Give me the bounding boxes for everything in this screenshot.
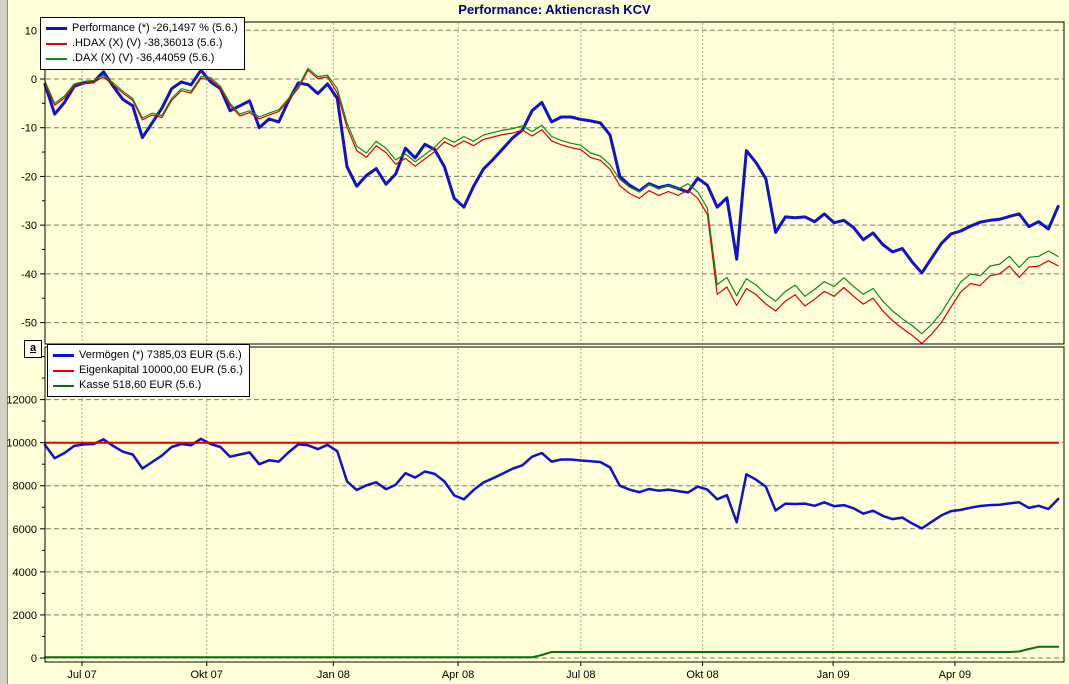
x-tick-label: Apr 08 xyxy=(442,669,474,681)
y-tick-label: 12000 xyxy=(6,395,37,407)
bottom-legend[interactable]: Vermögen (*) 7385,03 EUR (5.6.) Eigenkap… xyxy=(47,344,250,397)
x-tick-label: Jan 09 xyxy=(817,669,850,681)
panel-border xyxy=(44,21,1065,345)
vermoegen-line xyxy=(43,437,1060,530)
y-tick-label: -20 xyxy=(21,171,37,183)
hdax-line-swatch xyxy=(46,42,67,45)
kasse-line xyxy=(44,645,1060,659)
x-tick-label: Jul 08 xyxy=(566,669,595,681)
vermoegen-line-swatch xyxy=(53,354,74,357)
legend-item-hdax: .HDAX (X) (V) -38,36013 (5.6.) xyxy=(46,36,238,51)
legend-label-eigenkapital: Eigenkapital 10000,00 EUR (5.6.) xyxy=(79,364,243,376)
y-tick-label: 8000 xyxy=(13,481,37,493)
x-tick-label: Okt 07 xyxy=(191,669,223,681)
y-tick-label: -40 xyxy=(21,269,37,281)
y-tick-label: 2000 xyxy=(13,610,37,622)
annotation-button[interactable]: a xyxy=(24,340,42,358)
y-tick-label: -30 xyxy=(21,220,37,232)
left-gutter xyxy=(0,0,8,684)
eigenkapital-line-swatch xyxy=(53,369,74,372)
legend-item-kasse: Kasse 518,60 EUR (5.6.) xyxy=(53,378,243,393)
panel-border xyxy=(44,346,1065,663)
legend-item-vermoegen: Vermögen (*) 7385,03 EUR (5.6.) xyxy=(53,348,243,363)
legend-label-performance: Performance (*) -26,1497 % (5.6.) xyxy=(72,22,238,34)
legend-label-kasse: Kasse 518,60 EUR (5.6.) xyxy=(79,379,202,391)
y-tick-label: -50 xyxy=(21,318,37,330)
y-tick-label: 10000 xyxy=(6,438,37,450)
y-tick-label: -10 xyxy=(21,123,37,135)
legend-label-hdax: .HDAX (X) (V) -38,36013 (5.6.) xyxy=(72,37,223,49)
x-tick-label: Jan 08 xyxy=(317,669,350,681)
dax-line xyxy=(44,67,1059,335)
y-tick-label: 0 xyxy=(31,74,37,86)
x-tick-label: Apr 09 xyxy=(939,669,971,681)
top-legend[interactable]: Performance (*) -26,1497 % (5.6.) .HDAX … xyxy=(40,17,245,70)
chart-title: Performance: Aktiencrash KCV xyxy=(458,2,651,17)
y-tick-label: 4000 xyxy=(13,567,37,579)
performance-line xyxy=(43,68,1060,275)
dax-line-swatch xyxy=(46,57,67,60)
legend-item-performance: Performance (*) -26,1497 % (5.6.) xyxy=(46,21,238,36)
y-tick-label: 10 xyxy=(25,25,37,37)
performance-line-swatch xyxy=(46,27,67,30)
legend-item-dax: .DAX (X) (V) -36,44059 (5.6.) xyxy=(46,51,238,66)
y-tick-label: 6000 xyxy=(13,524,37,536)
hdax-line xyxy=(44,69,1059,345)
x-tick-label: Jul 07 xyxy=(67,669,96,681)
kasse-line-swatch xyxy=(53,384,74,387)
legend-label-vermoegen: Vermögen (*) 7385,03 EUR (5.6.) xyxy=(79,349,242,361)
legend-label-dax: .DAX (X) (V) -36,44059 (5.6.) xyxy=(72,52,215,64)
x-tick-label: Okt 08 xyxy=(686,669,718,681)
legend-item-eigenkapital: Eigenkapital 10000,00 EUR (5.6.) xyxy=(53,363,243,378)
y-tick-label: 0 xyxy=(31,653,37,665)
